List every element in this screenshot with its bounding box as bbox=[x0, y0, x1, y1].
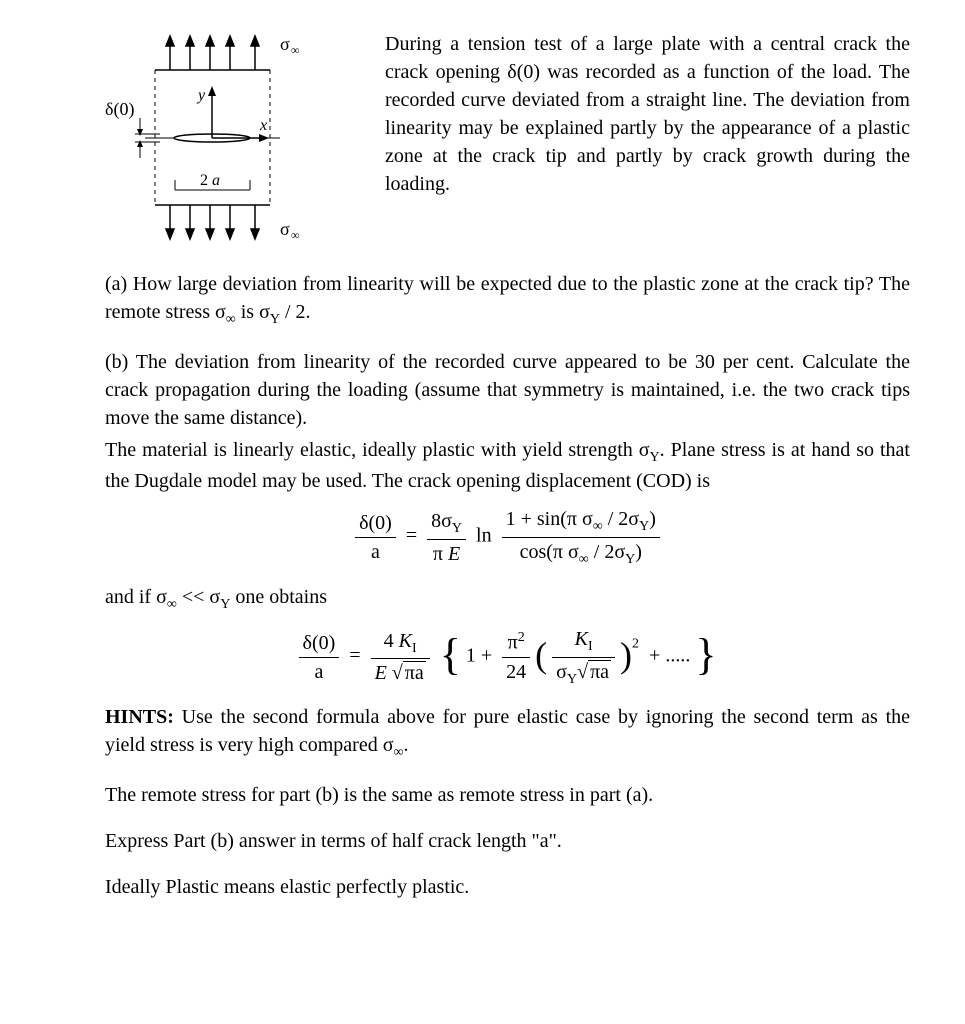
hints-paragraph: HINTS: Use the second formula above for … bbox=[105, 703, 910, 763]
svg-text:∞: ∞ bbox=[291, 228, 300, 242]
y-axis-label: y bbox=[196, 87, 206, 104]
mid-text: and if σ∞ << σY one obtains bbox=[105, 583, 910, 615]
sigma-inf-bottom-label: σ bbox=[280, 219, 290, 239]
sigma-inf-top-label: σ bbox=[280, 34, 290, 54]
delta-zero-label: δ(0) bbox=[105, 99, 134, 120]
equation-2: δ(0) a = 4 KI E πa { 1 + π2 24 ( KI σYπa… bbox=[105, 625, 910, 689]
x-axis-label: x bbox=[259, 117, 267, 134]
equation-1: δ(0) a = 8σY π E ln 1 + sin(π σ∞ / 2σY) … bbox=[105, 505, 910, 569]
svg-text:∞: ∞ bbox=[291, 43, 300, 57]
intro-paragraph: During a tension test of a large plate w… bbox=[385, 30, 910, 250]
part-a-text: (a) How large deviation from linearity w… bbox=[105, 270, 910, 330]
note-1: The remote stress for part (b) is the sa… bbox=[105, 781, 910, 809]
problem-diagram: σ ∞ σ ∞ δ(0) y x 2 a bbox=[105, 30, 365, 250]
part-b-text-2: The material is linearly elastic, ideall… bbox=[105, 436, 910, 496]
note-3: Ideally Plastic means elastic perfectly … bbox=[105, 873, 910, 901]
hints-label: HINTS: bbox=[105, 706, 174, 728]
part-b-text-1: (b) The deviation from linearity of the … bbox=[105, 348, 910, 432]
two-a-label: 2 a bbox=[200, 172, 220, 189]
intro-text-content: During a tension test of a large plate w… bbox=[385, 33, 910, 195]
note-2: Express Part (b) answer in terms of half… bbox=[105, 827, 910, 855]
